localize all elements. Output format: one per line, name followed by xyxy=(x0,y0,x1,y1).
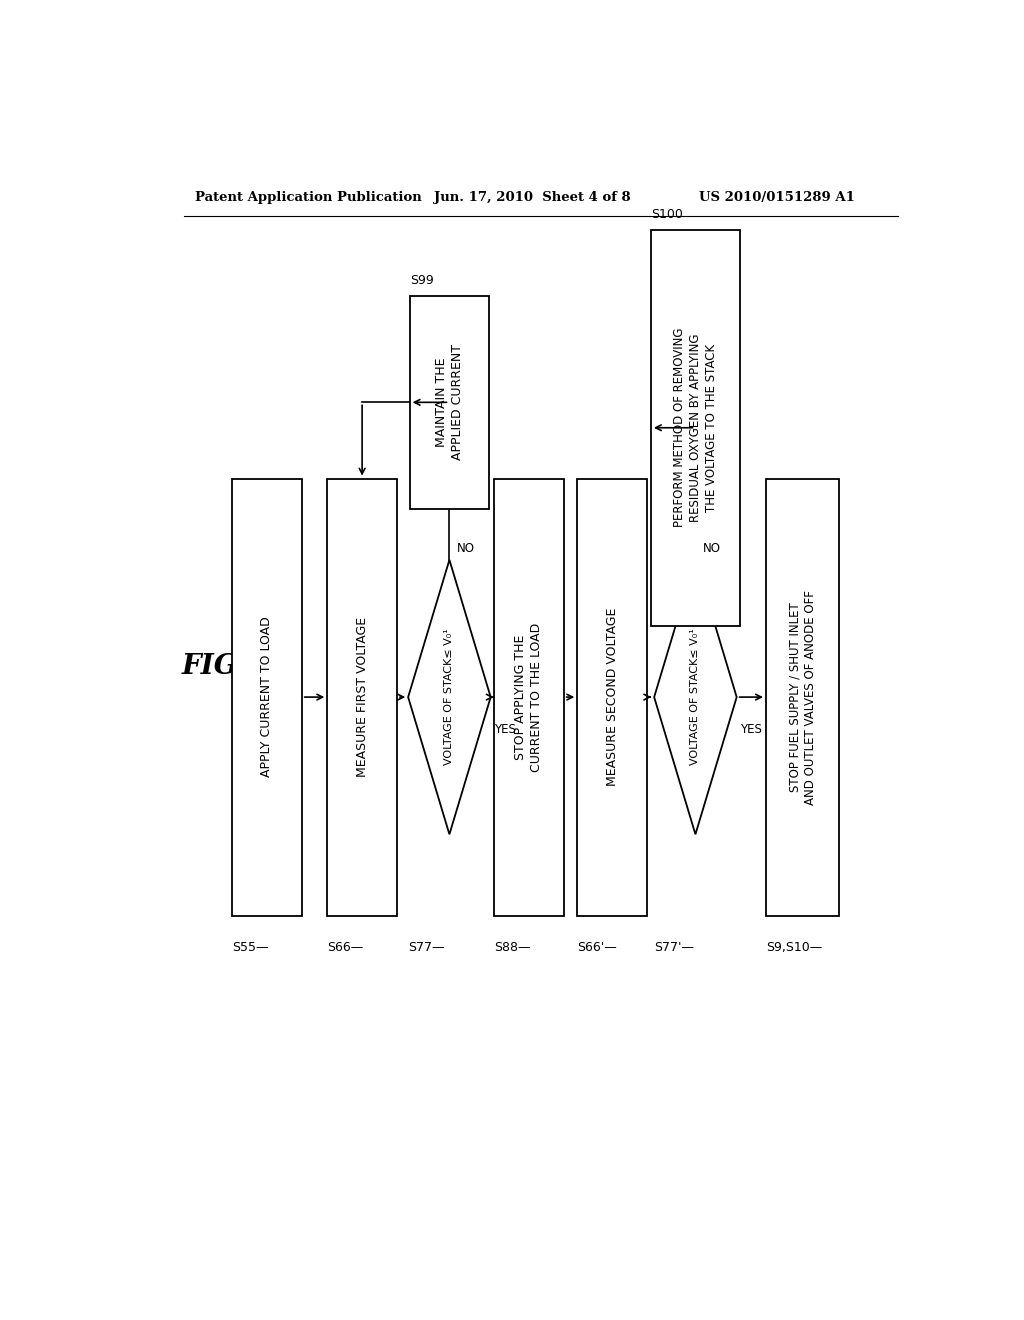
Text: S66'—: S66'— xyxy=(578,941,616,954)
Text: S100: S100 xyxy=(651,209,683,222)
Polygon shape xyxy=(654,560,736,834)
Text: YES: YES xyxy=(740,722,762,735)
Text: US 2010/0151289 A1: US 2010/0151289 A1 xyxy=(699,191,855,203)
Text: PERFORM METHOD OF REMOVING
RESIDUAL OXYGEN BY APPLYING
THE VOLTAGE TO THE STACK: PERFORM METHOD OF REMOVING RESIDUAL OXYG… xyxy=(673,327,718,528)
Text: S77'—: S77'— xyxy=(654,941,694,954)
Text: S88—: S88— xyxy=(494,941,530,954)
Bar xyxy=(410,296,489,510)
Text: S9,S10—: S9,S10— xyxy=(766,941,822,954)
Text: VOLTAGE OF STACK≤ V₀¹: VOLTAGE OF STACK≤ V₀¹ xyxy=(444,628,455,766)
Bar xyxy=(232,479,302,916)
Text: APPLY CURRENT TO LOAD: APPLY CURRENT TO LOAD xyxy=(260,616,273,777)
Text: VOLTAGE OF STACK≤ V₀¹: VOLTAGE OF STACK≤ V₀¹ xyxy=(690,628,700,766)
Bar xyxy=(766,479,840,916)
Bar xyxy=(494,479,563,916)
Text: STOP FUEL SUPPLY / SHUT INLET
AND OUTLET VALVES OF ANODE OFF: STOP FUEL SUPPLY / SHUT INLET AND OUTLET… xyxy=(788,590,817,804)
Text: MEASURE SECOND VOLTAGE: MEASURE SECOND VOLTAGE xyxy=(605,609,618,787)
Bar xyxy=(651,230,740,626)
Polygon shape xyxy=(409,560,490,834)
Text: NO: NO xyxy=(458,541,475,554)
Text: NO: NO xyxy=(703,541,721,554)
Text: S66—: S66— xyxy=(328,941,364,954)
Bar xyxy=(328,479,397,916)
Text: S55—: S55— xyxy=(232,941,268,954)
Text: Patent Application Publication: Patent Application Publication xyxy=(196,191,422,203)
Text: S77—: S77— xyxy=(409,941,444,954)
Text: YES: YES xyxy=(494,722,516,735)
Bar xyxy=(578,479,647,916)
Text: MEASURE FIRST VOLTAGE: MEASURE FIRST VOLTAGE xyxy=(355,616,369,777)
Text: Jun. 17, 2010  Sheet 4 of 8: Jun. 17, 2010 Sheet 4 of 8 xyxy=(433,191,630,203)
Text: STOP APPLYING THE
CURRENT TO THE LOAD: STOP APPLYING THE CURRENT TO THE LOAD xyxy=(514,623,544,772)
Text: FIG. 4: FIG. 4 xyxy=(182,653,275,680)
Text: MAINTAIN THE
APPLIED CURRENT: MAINTAIN THE APPLIED CURRENT xyxy=(435,345,464,461)
Text: S99: S99 xyxy=(410,275,433,288)
